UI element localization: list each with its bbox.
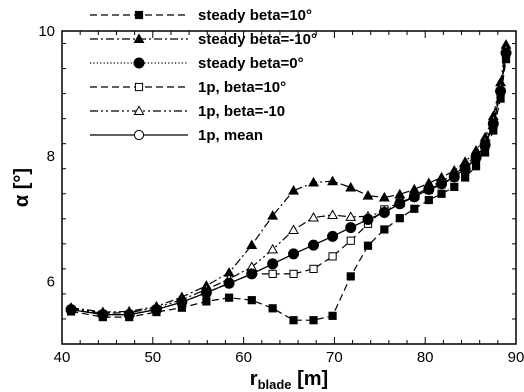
- legend: steady beta=10° steady beta=-10° steady be…: [90, 7, 317, 144]
- data-point-steady-beta-0: [495, 85, 507, 97]
- data-point-steady-beta-10: [363, 241, 373, 250]
- data-point-steady-beta-0: [223, 277, 235, 289]
- legend-entry-1p-beta-10: 1p, beta=-10: [90, 103, 285, 120]
- axes: 40 50 60 70 80 90 6 8 10 rblade [m] α [°]: [11, 23, 524, 392]
- legend-marker-1p-mean: [133, 129, 145, 141]
- data-point-1p-beta-10: [268, 269, 277, 278]
- legend-entry-steady-beta-0: steady beta=0°: [90, 55, 304, 72]
- legend-label-1p-mean: 1p, mean: [198, 127, 263, 144]
- data-point-steady-beta-0: [408, 191, 420, 203]
- data-point-steady-beta-10: [267, 210, 279, 220]
- data-point-steady-beta-10: [450, 182, 459, 191]
- data-point-steady-beta-0: [345, 222, 357, 234]
- data-point-steady-beta-10: [224, 293, 234, 302]
- data-point-steady-beta-10: [246, 239, 258, 250]
- data-point-steady-beta-10: [346, 272, 355, 281]
- legend-marker-1p-beta-10: [133, 105, 145, 115]
- legend-label-steady-beta-0: steady beta=0°: [198, 55, 304, 72]
- data-point-steady-beta-0: [327, 230, 339, 242]
- data-point-steady-beta-0: [123, 309, 135, 321]
- data-point-steady-beta-0: [308, 239, 320, 251]
- legend-entry-1p-beta-10: 1p, beta=10°: [90, 79, 286, 96]
- data-point-1p-beta-10: [328, 252, 337, 261]
- data-point-1p-beta-10: [308, 211, 319, 222]
- data-point-steady-beta-10: [461, 173, 470, 182]
- x-tick-label: 90: [508, 349, 524, 366]
- data-point-1p-beta-10: [327, 209, 339, 219]
- plot-frame: [61, 30, 517, 345]
- data-point-1p-beta-10: [309, 264, 318, 273]
- data-point-steady-beta-0: [479, 139, 491, 151]
- data-point-steady-beta-10: [308, 176, 319, 187]
- data-point-steady-beta-10: [327, 175, 339, 186]
- data-point-1p-beta-10: [267, 243, 279, 254]
- data-point-1p-beta-10: [346, 236, 355, 245]
- data-point-steady-beta-0: [362, 213, 374, 225]
- series-layer: [65, 39, 512, 325]
- series-line-steady-beta-10: [70, 59, 507, 321]
- x-tick-label: 70: [326, 349, 343, 366]
- data-point-steady-beta-0: [176, 296, 188, 308]
- data-point-steady-beta-0: [200, 287, 212, 299]
- data-point-steady-beta-0: [459, 163, 471, 175]
- legend-label-1p-beta-10: 1p, beta=10°: [198, 79, 286, 96]
- legend-marker-steady-beta-10: [133, 33, 145, 43]
- x-axis-title: rblade [m]: [250, 368, 328, 392]
- data-point-steady-beta-10: [328, 311, 337, 320]
- data-point-steady-beta-0: [267, 258, 279, 270]
- data-point-steady-beta-10: [410, 204, 419, 213]
- data-point-steady-beta-0: [500, 47, 512, 59]
- x-tick-label: 80: [417, 349, 434, 366]
- data-point-steady-beta-0: [470, 151, 482, 163]
- y-tick-label: 6: [47, 273, 55, 290]
- data-point-steady-beta-0: [378, 207, 390, 219]
- data-point-steady-beta-10: [380, 225, 389, 234]
- legend-label-steady-beta-10: steady beta=-10°: [198, 31, 317, 48]
- data-point-steady-beta-0: [150, 304, 162, 316]
- data-point-steady-beta-10: [309, 316, 318, 325]
- data-point-steady-beta-0: [423, 183, 435, 195]
- data-point-steady-beta-0: [246, 268, 258, 280]
- x-tick-label: 60: [235, 349, 252, 366]
- data-point-steady-beta-0: [436, 178, 448, 190]
- data-point-steady-beta-0: [487, 118, 499, 130]
- data-point-steady-beta-0: [394, 198, 406, 210]
- data-point-steady-beta-10: [378, 191, 390, 202]
- data-point-steady-beta-10: [424, 195, 433, 205]
- legend-marker-1p-beta-10: [134, 82, 144, 92]
- data-point-steady-beta-10: [362, 190, 374, 200]
- legend-entry-steady-beta-10: steady beta=-10°: [90, 31, 317, 48]
- data-point-steady-beta-10: [202, 297, 211, 306]
- legend-entry-1p-mean: 1p, mean: [90, 127, 263, 144]
- data-point-steady-beta-10: [395, 214, 404, 223]
- data-point-1p-beta-10: [288, 224, 300, 235]
- data-point-steady-beta-10: [437, 189, 446, 198]
- y-tick-label: 10: [38, 23, 55, 40]
- data-point-steady-beta-0: [97, 309, 109, 321]
- series-steady-beta-0: [65, 47, 512, 321]
- legend-marker-steady-beta-10: [134, 10, 144, 20]
- data-point-steady-beta-0: [288, 248, 300, 260]
- x-tick-label: 40: [54, 349, 71, 366]
- legend-label-steady-beta-10: steady beta=10°: [198, 7, 312, 24]
- data-point-steady-beta-0: [448, 171, 460, 183]
- data-point-steady-beta-10: [289, 316, 298, 325]
- series-steady-beta-10: [66, 55, 511, 325]
- y-tick-label: 8: [47, 148, 55, 165]
- legend-label-1p-beta-10: 1p, beta=-10: [198, 103, 285, 120]
- x-tick-label: 50: [144, 349, 161, 366]
- data-point-steady-beta-10: [288, 185, 300, 195]
- legend-entry-steady-beta-10: steady beta=10°: [90, 7, 312, 24]
- data-point-1p-beta-10: [289, 269, 298, 278]
- data-point-steady-beta-10: [345, 181, 357, 192]
- legend-marker-steady-beta-0: [133, 57, 145, 69]
- data-point-steady-beta-10: [471, 162, 481, 171]
- data-point-steady-beta-10: [247, 296, 256, 305]
- y-axis-title: α [°]: [11, 168, 33, 207]
- data-point-steady-beta-10: [268, 304, 277, 313]
- data-point-steady-beta-0: [65, 304, 77, 316]
- data-point-1p-beta-10: [345, 211, 357, 221]
